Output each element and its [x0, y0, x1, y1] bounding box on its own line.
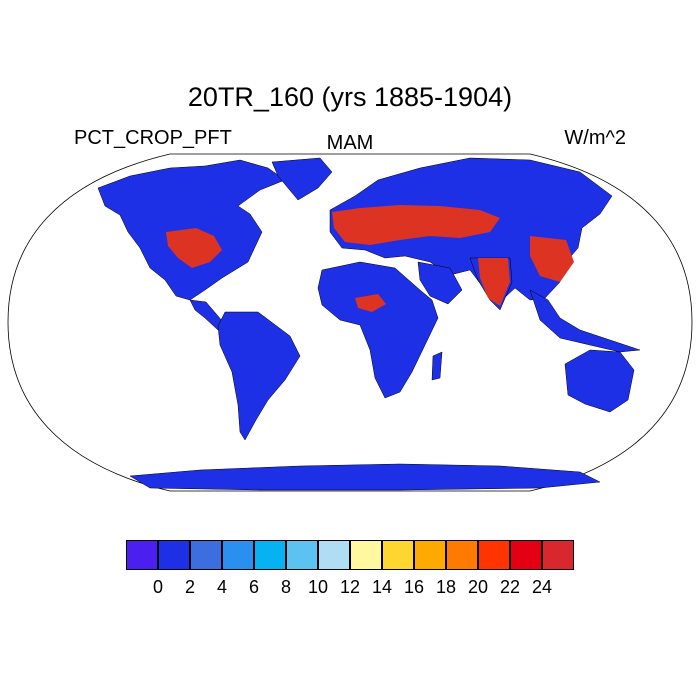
- colorbar-swatch: [158, 540, 190, 570]
- colorbar-tick-label: 20: [467, 577, 489, 597]
- colorbar-swatch: [478, 540, 510, 570]
- high-value-regions: [166, 205, 574, 312]
- colorbar-tick-label: 24: [531, 577, 553, 597]
- colorbar-swatch: [510, 540, 542, 570]
- colorbar-tick-label: 12: [339, 577, 361, 597]
- colorbar-tick-label: 4: [216, 577, 227, 597]
- colorbar-tick-label: 10: [307, 577, 329, 597]
- arabia: [417, 261, 463, 305]
- plot-title: 20TR_160 (yrs 1885-1904): [187, 82, 513, 112]
- high-value-patch: [166, 228, 222, 268]
- colorbar-swatch: [254, 540, 286, 570]
- colorbar-swatch: [286, 540, 318, 570]
- colorbar-swatch: [318, 540, 350, 570]
- colorbar-swatch: [222, 540, 254, 570]
- units-label: W/m^2: [564, 127, 626, 149]
- madagascar: [431, 351, 443, 381]
- colorbar-tick-label: 8: [280, 577, 291, 597]
- high-value-patch: [332, 205, 500, 245]
- south-america: [217, 311, 301, 441]
- colorbar-tick-label: 0: [152, 577, 163, 597]
- colorbar-tick-label: 6: [248, 577, 259, 597]
- colorbar-tick-label: 18: [435, 577, 457, 597]
- high-value-patch: [478, 258, 510, 306]
- colorbar-tick-label: 22: [499, 577, 521, 597]
- colorbar-swatch: [446, 540, 478, 570]
- colorbar: [126, 540, 574, 570]
- colorbar-swatch: [382, 540, 414, 570]
- antarctica: [129, 463, 601, 491]
- colorbar-swatch: [542, 540, 574, 570]
- variable-label: PCT_CROP_PFT: [74, 127, 232, 149]
- colorbar-swatch: [350, 540, 382, 570]
- high-value-patch: [355, 294, 386, 312]
- colorbar-tick-label: 14: [371, 577, 393, 597]
- colorbar-tick-label: 16: [403, 577, 425, 597]
- australia: [564, 349, 635, 413]
- high-value-patch: [530, 236, 574, 282]
- greenland: [271, 157, 333, 201]
- colorbar-swatch: [190, 540, 222, 570]
- colorbar-swatch: [126, 540, 158, 570]
- africa: [317, 261, 439, 399]
- colorbar-swatch: [414, 540, 446, 570]
- season-label: MAM: [326, 132, 374, 154]
- southeast-asia: [529, 289, 641, 353]
- colorbar-tick-label: 2: [184, 577, 195, 597]
